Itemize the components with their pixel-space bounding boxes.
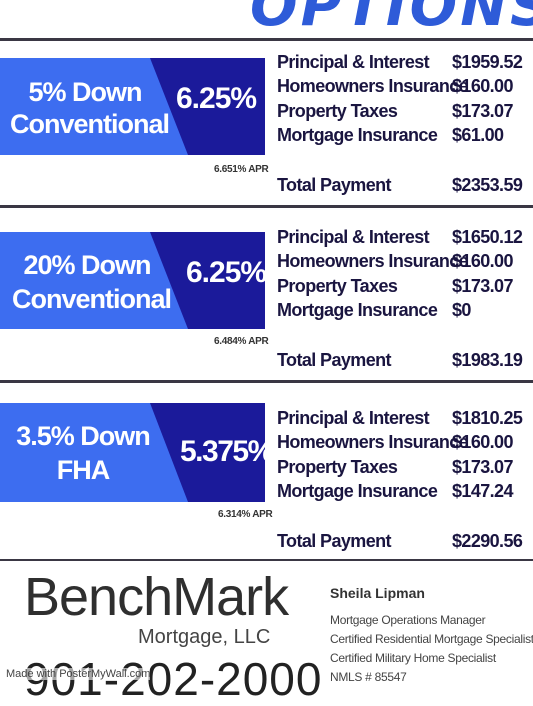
payment-row-label: Principal & Interest	[277, 52, 430, 72]
brand-subtitle: Mortgage, LLC	[138, 626, 271, 648]
payment-row-value: $160.00	[452, 76, 513, 96]
footer-divider	[0, 559, 533, 561]
loan-type-label: Conventional	[12, 284, 172, 314]
payment-row-label: Principal & Interest	[277, 227, 430, 247]
brand-logo: BenchMark	[24, 567, 289, 627]
payment-row-value: $61.00	[452, 125, 504, 145]
watermark: Made with PosterMyWall.com	[6, 668, 151, 680]
badge-shape	[0, 232, 265, 329]
payment-row-label: Property Taxes	[277, 101, 398, 121]
payment-row-value: $1810.25	[452, 408, 523, 428]
payment-row-label: Property Taxes	[277, 457, 398, 477]
interest-rate: 6.25%	[186, 256, 267, 289]
payment-row-value: $160.00	[452, 432, 513, 452]
payment-row-label: Homeowners Insurance	[277, 76, 469, 96]
payment-row-label: Mortgage Insurance	[277, 125, 438, 145]
contact-name: Sheila Lipman	[330, 585, 425, 601]
total-payment-label: Total Payment	[277, 531, 392, 551]
payment-row-value: $173.07	[452, 101, 513, 121]
payment-row-value: $160.00	[452, 251, 513, 271]
payment-row-label: Principal & Interest	[277, 408, 430, 428]
payment-row-value: $147.24	[452, 481, 513, 501]
down-payment-label: 5% Down	[28, 77, 142, 107]
payment-row-label: Homeowners Insurance	[277, 251, 469, 271]
option-badge: 3.5% Down FHA 5.375%	[0, 403, 274, 502]
page-title: OPTIONS	[250, 0, 533, 39]
option-badge: 5% Down Conventional 6.25%	[0, 58, 265, 155]
interest-rate: 5.375%	[180, 435, 274, 468]
total-payment-value: $2353.59	[452, 175, 523, 195]
down-payment-label: 3.5% Down	[16, 421, 151, 451]
apr-label: 6.314% APR	[218, 509, 273, 520]
payment-row-value: $1650.12	[452, 227, 523, 247]
payment-row-value: $0	[452, 300, 471, 320]
total-payment-label: Total Payment	[277, 175, 392, 195]
total-payment-label: Total Payment	[277, 350, 392, 370]
section-divider	[0, 38, 533, 41]
section-divider	[0, 380, 533, 383]
badge-shape	[0, 58, 265, 155]
total-payment-value: $2290.56	[452, 531, 523, 551]
credential-line: Certified Residential Mortgage Specialis…	[330, 632, 533, 646]
interest-rate: 6.25%	[176, 82, 257, 115]
apr-label: 6.651% APR	[214, 164, 269, 175]
credential-line: Mortgage Operations Manager	[330, 613, 486, 627]
loan-type-label: Conventional	[10, 109, 170, 139]
credential-line: NMLS # 85547	[330, 670, 407, 684]
badge-shape	[0, 403, 265, 502]
payment-row-label: Property Taxes	[277, 276, 398, 296]
loan-type-label: FHA	[56, 455, 111, 485]
payment-row-label: Mortgage Insurance	[277, 481, 438, 501]
payment-row-label: Homeowners Insurance	[277, 432, 469, 452]
section-divider	[0, 205, 533, 208]
payment-row-value: $173.07	[452, 457, 513, 477]
total-payment-value: $1983.19	[452, 350, 523, 370]
down-payment-label: 20% Down	[23, 250, 151, 280]
apr-label: 6.484% APR	[214, 336, 269, 347]
option-badge: 20% Down Conventional 6.25%	[0, 232, 267, 329]
payment-row-value: $173.07	[452, 276, 513, 296]
payment-row-label: Mortgage Insurance	[277, 300, 438, 320]
credential-line: Certified Military Home Specialist	[330, 651, 496, 665]
payment-row-value: $1959.52	[452, 52, 523, 72]
